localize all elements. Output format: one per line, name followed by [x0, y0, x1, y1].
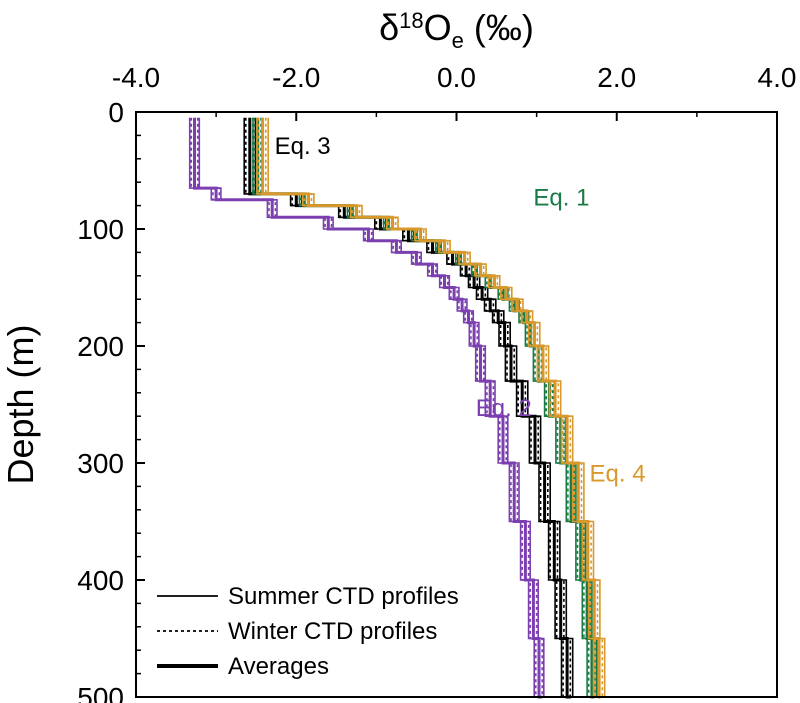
- legend-label: Winter CTD profiles: [228, 618, 437, 645]
- average-profile-line: [193, 117, 543, 699]
- y-tick-label: 200: [77, 331, 124, 362]
- average-profile-line: [261, 117, 601, 699]
- y-axis-title: Depth (m): [0, 324, 41, 484]
- x-tick-label: -2.0: [272, 62, 320, 93]
- x-tick-label: 0.0: [437, 62, 476, 93]
- x-tick-label: 2.0: [597, 62, 636, 93]
- legend-label: Summer CTD profiles: [228, 583, 459, 610]
- legend: Summer CTD profiles Winter CTD profiles Av…: [157, 583, 459, 680]
- x-axis-title: δ18Oe (‰): [379, 7, 534, 53]
- plot-frame: [135, 111, 778, 698]
- x-axis-ticks: -4.0 -2.0 0.0 2.0 4.0: [112, 62, 797, 121]
- annotation-eq1: Eq. 1: [533, 185, 589, 212]
- x-axis-title-text: δ18Oe (‰): [379, 7, 534, 53]
- series-eq2: [188, 117, 547, 699]
- x-tick-label: 4.0: [758, 62, 797, 93]
- y-tick-label: 0: [108, 97, 124, 128]
- y-tick-label: 500: [77, 682, 124, 703]
- annotation-eq3: Eq. 3: [275, 133, 331, 160]
- y-axis-ticks: 0 100 200 300 400 500: [77, 97, 145, 703]
- y-tick-label: 400: [77, 565, 124, 596]
- series-eq4: [256, 117, 607, 699]
- legend-label: Averages: [228, 653, 329, 680]
- annotation-eq4: Eq. 4: [590, 461, 646, 488]
- y-tick-label: 100: [77, 214, 124, 245]
- annotations: Eq. 3 Eq. 1 Eq. 2 Eq. 4: [275, 133, 646, 488]
- annotation-eq2: Eq. 2: [476, 395, 532, 422]
- x-tick-label: -4.0: [112, 62, 160, 93]
- series-layer: [188, 117, 607, 699]
- y-tick-label: 300: [77, 448, 124, 479]
